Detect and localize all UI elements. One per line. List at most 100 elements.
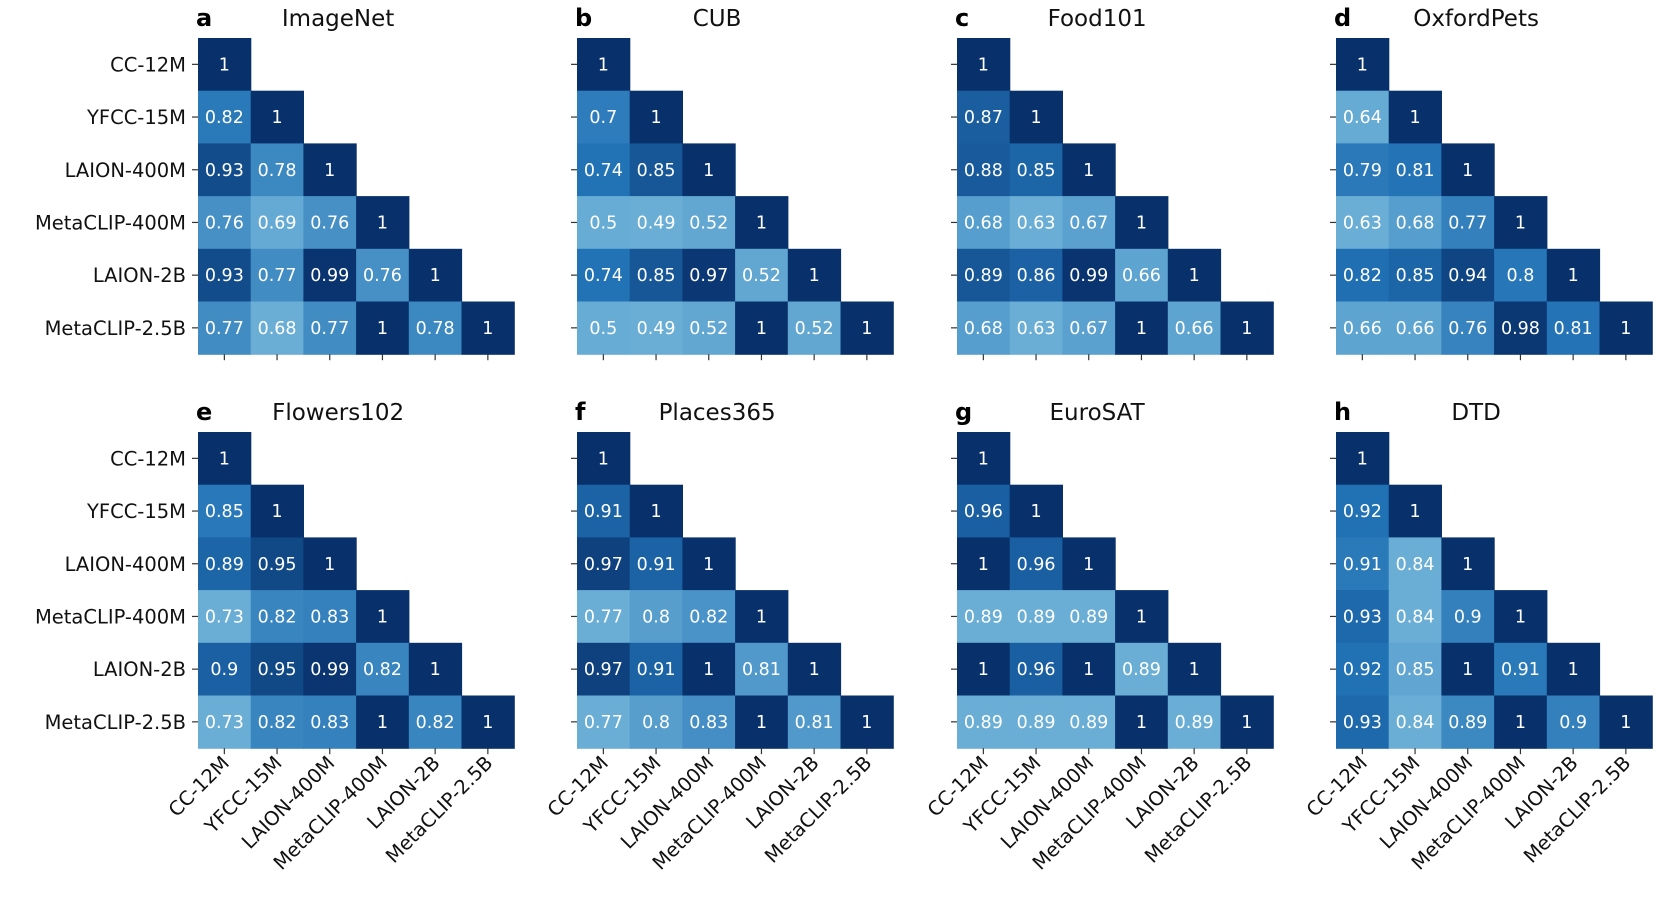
heatmap-cell [629,143,683,197]
cell-value: 0.89 [1448,713,1487,733]
cell-value: 0.9 [1454,607,1482,627]
cell-value: 0.88 [964,161,1003,181]
heatmap-cell [250,196,304,250]
heatmap-cell [577,484,631,538]
heatmap-cell [682,143,736,197]
y-tick-label: LAION-400M [65,553,186,576]
cell-value: 0.82 [416,713,455,733]
heatmap-cell [1336,432,1390,486]
cell-value: 0.82 [258,713,297,733]
cell-value: 0.82 [205,108,244,128]
cell-value: 0.89 [1069,713,1108,733]
cell-value: 0.78 [258,161,297,181]
heatmap-cell [629,196,683,250]
heatmap-cell [198,38,252,92]
heatmap-cell [250,90,304,144]
y-tick-label: MetaCLIP-2.5B [45,711,186,734]
cell-value: 0.74 [584,266,623,286]
cell-value: 1 [809,660,820,680]
cell-value: 0.89 [1017,607,1056,627]
cell-value: 0.79 [1343,161,1382,181]
cell-value: 0.64 [1343,108,1382,128]
cell-value: 1 [861,319,872,339]
cell-value: 0.85 [637,161,676,181]
heatmap-cell [1494,590,1548,644]
heatmap-cell [957,196,1011,250]
cell-value: 0.76 [363,266,402,286]
heatmap-cell [957,432,1011,486]
cell-value: 0.99 [310,660,349,680]
cell-value: 0.66 [1396,319,1435,339]
heatmap-cell [198,143,252,197]
cell-value: 1 [1357,55,1368,75]
heatmap-cell [1388,590,1442,644]
cell-value: 0.97 [584,555,623,575]
heatmap-cell [198,695,252,749]
cell-value: 0.63 [1017,213,1056,233]
heatmap-cell [303,143,357,197]
cell-value: 0.82 [689,607,728,627]
heatmap-cell [1115,248,1169,303]
cell-value: 0.89 [1122,660,1161,680]
heatmap-cell [198,432,252,486]
heatmap-cell [1336,301,1390,355]
heatmap-cell [1336,143,1390,197]
cell-value: 0.93 [205,266,244,286]
cell-value: 1 [978,555,989,575]
heatmap-cell [1388,196,1442,250]
cell-value: 1 [1136,713,1147,733]
cell-value: 0.85 [1396,660,1435,680]
cell-value: 1 [756,713,767,733]
heatmap-cell [682,196,736,250]
cell-value: 1 [978,660,989,680]
cell-value: 1 [1189,266,1200,286]
cell-value: 0.52 [742,266,781,286]
heatmap-cell [840,301,894,355]
heatmap-cell [629,301,683,355]
panel-title: CUB [693,6,742,32]
cell-value: 1 [1030,108,1041,128]
heatmap-cell [408,695,463,749]
panel-letter: c [955,4,969,32]
cell-value: 1 [1568,660,1579,680]
heatmap-cell [957,590,1011,644]
heatmap-cell [1009,90,1063,144]
cell-value: 1 [324,161,335,181]
cell-value: 0.69 [258,213,297,233]
heatmap-cell [1220,695,1274,749]
cell-value: 1 [1620,713,1631,733]
cell-value: 0.91 [584,502,623,522]
heatmap-cell [408,642,463,697]
panel-title: DTD [1451,400,1500,426]
heatmap-cell [1009,248,1063,303]
cell-value: 0.77 [584,607,623,627]
cell-value: 0.87 [964,108,1003,128]
cell-value: 1 [1083,555,1094,575]
heatmap-cell [1062,301,1116,355]
cell-value: 0.77 [205,319,244,339]
heatmap-cell [1009,590,1063,644]
cell-value: 1 [756,213,767,233]
heatmap-cell [408,301,463,355]
heatmap-cell [1009,484,1063,538]
cell-value: 0.66 [1175,319,1214,339]
cell-value: 1 [1189,660,1200,680]
cell-value: 0.91 [637,555,676,575]
cell-value: 0.86 [1017,266,1056,286]
cell-value: 0.96 [1017,660,1056,680]
cell-value: 1 [861,713,872,733]
cell-value: 0.96 [1017,555,1056,575]
heatmap-cell [1546,301,1601,355]
cell-value: 0.92 [1343,502,1382,522]
heatmap-cell [1494,642,1548,697]
heatmap-cell [682,642,736,697]
cell-value: 0.5 [589,319,617,339]
cell-value: 0.89 [964,713,1003,733]
cell-value: 1 [1409,502,1420,522]
cell-value: 1 [703,555,714,575]
cell-value: 0.77 [258,266,297,286]
heatmap-cell [682,590,736,644]
heatmap-cell [198,590,252,644]
heatmap-cell [1388,537,1442,591]
